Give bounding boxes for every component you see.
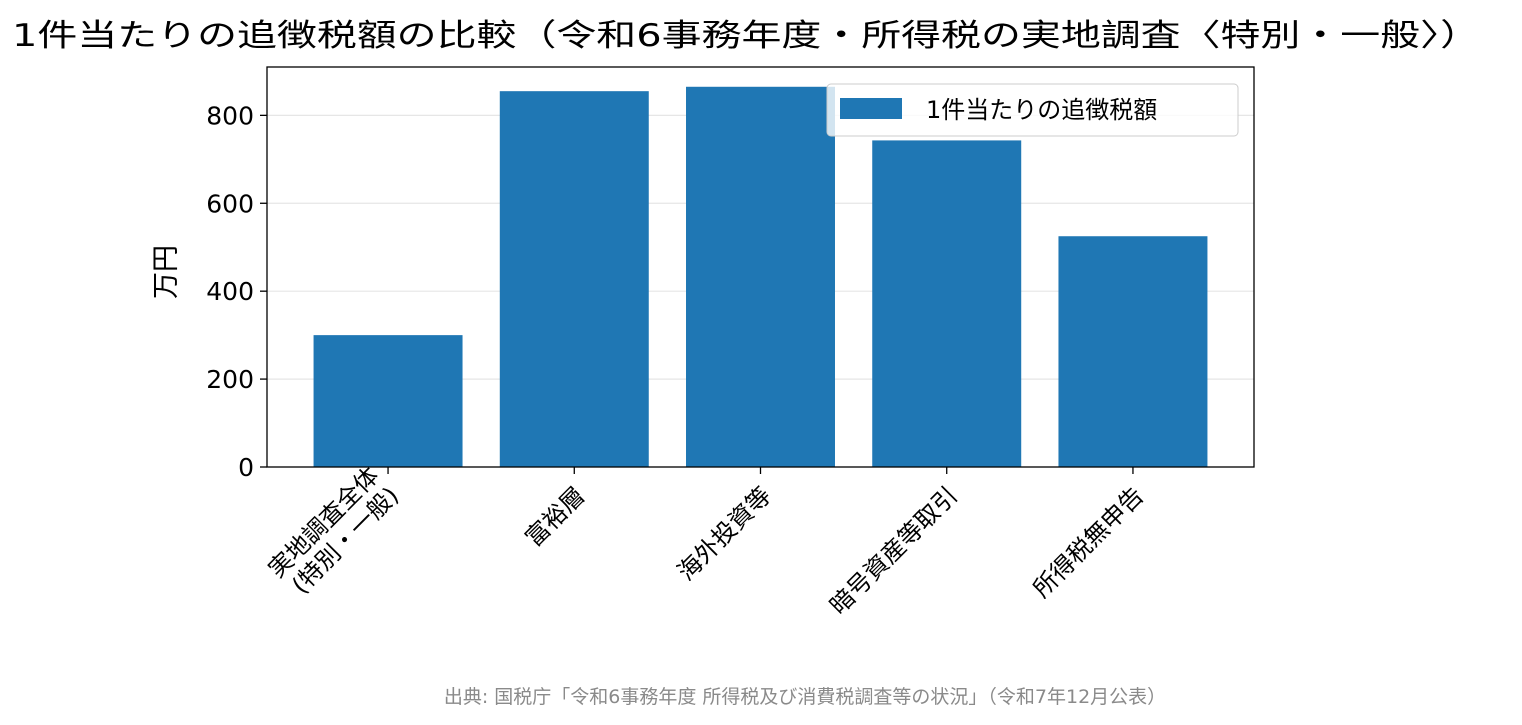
chart-title: 1件当たりの追徴税額の比較（令和6事務年度・所得税の実地調査〈特別・一般〉） xyxy=(12,18,1480,54)
legend-swatch xyxy=(840,98,902,119)
x-tick-label-line: 暗号資産等取引 xyxy=(824,481,963,620)
bar xyxy=(313,335,463,467)
y-tick-label: 200 xyxy=(206,365,254,394)
x-tick-label: 富裕層 xyxy=(520,481,591,552)
y-tick-label: 800 xyxy=(206,101,254,130)
bar xyxy=(686,86,835,468)
y-axis: 0 200 400 600 800 xyxy=(206,101,267,482)
x-tick-label-line: 海外投資等 xyxy=(672,481,777,586)
y-tick-label: 600 xyxy=(206,189,254,218)
y-tick-label: 0 xyxy=(238,453,254,482)
legend-box xyxy=(826,83,1239,137)
bar xyxy=(499,91,649,467)
legend-label: 1件当たりの追徴税額 xyxy=(926,96,1157,124)
x-tick-label: 実地調査全体(特別・一般) xyxy=(263,462,404,603)
x-tick-label: 暗号資産等取引 xyxy=(824,481,963,620)
x-tick-label: 所得税無申告 xyxy=(1028,481,1150,603)
y-axis-label: 万円 xyxy=(151,245,182,299)
y-tick-label: 400 xyxy=(206,277,254,306)
x-axis: 実地調査全体(特別・一般) 富裕層 海外投資等 暗号資産等取引 所得税無申告 xyxy=(263,462,1149,620)
bar xyxy=(1058,236,1208,467)
legend: 1件当たりの追徴税額 xyxy=(826,83,1239,137)
x-tick-label-line: 所得税無申告 xyxy=(1028,481,1150,603)
x-tick-label: 海外投資等 xyxy=(672,481,777,586)
bars xyxy=(313,86,1208,468)
source-note: 出典: 国税庁「令和6事務年度 所得税及び消費税調査等の状況」（令和7年12月公… xyxy=(444,686,1166,708)
x-tick-label-line: 富裕層 xyxy=(520,481,591,552)
bar xyxy=(872,140,1022,467)
